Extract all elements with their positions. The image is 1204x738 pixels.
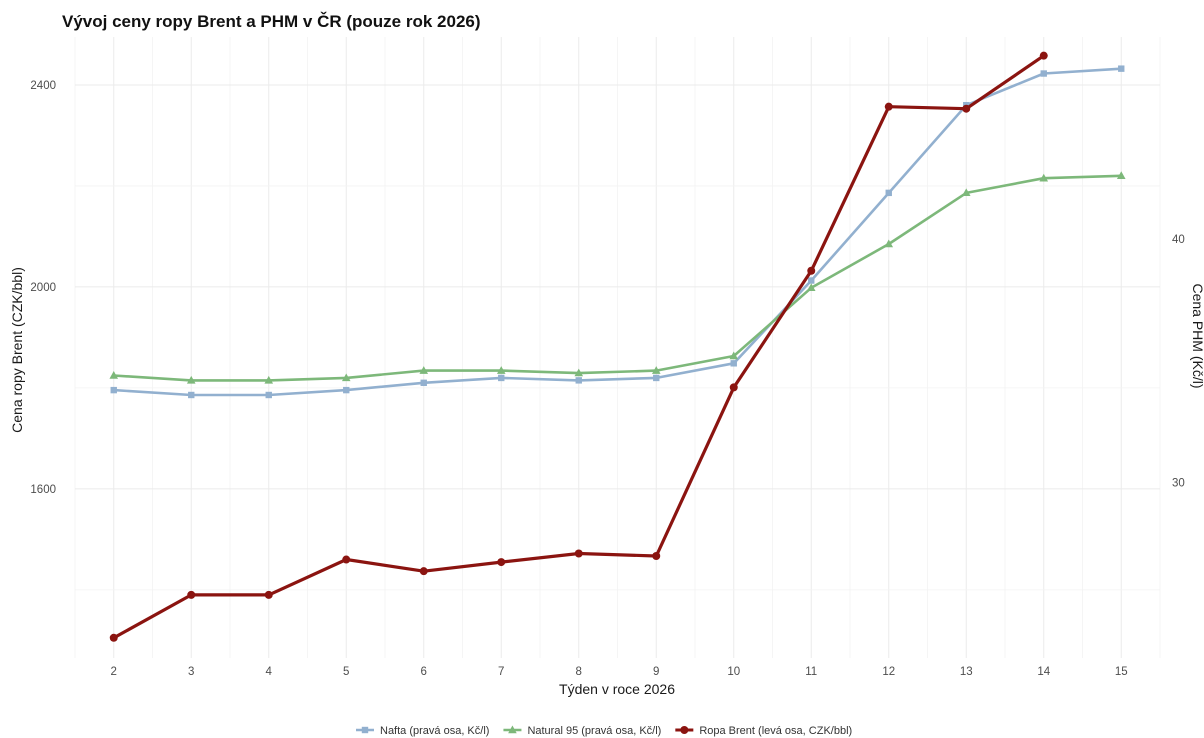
x-tick-label: 13: [960, 666, 973, 678]
x-tick-label: 7: [498, 666, 504, 678]
legend-label: Natural 95 (pravá osa, Kč/l): [527, 725, 661, 737]
data-point-square: [808, 277, 815, 284]
x-tick-label: 2: [111, 666, 117, 678]
data-point-square: [653, 374, 660, 382]
data-point-circle: [884, 102, 893, 111]
x-tick-label: 8: [576, 666, 582, 678]
data-point-square: [498, 374, 505, 382]
y-axis-label-right: Cena PHM (Kč/l): [1190, 283, 1204, 388]
y-tick-label-left: 2400: [30, 80, 56, 92]
data-point-square: [1118, 65, 1125, 72]
x-tick-label: 11: [805, 666, 817, 678]
legend-label: Ropa Brent (levá osa, CZK/bbl): [699, 725, 852, 737]
data-point-triangle: [341, 373, 351, 382]
data-point-triangle: [186, 375, 196, 384]
series-triangle: [109, 171, 1126, 384]
x-tick-label: 5: [343, 666, 349, 678]
data-point-triangle: [729, 351, 739, 360]
tick-labels: 2 3 4 5 6 7 8 9 10 11 12 13 14 15 1600 2000 2400 30 40: [30, 80, 1184, 678]
x-tick-label: 15: [1115, 666, 1128, 678]
data-point-circle: [109, 633, 118, 642]
data-point-triangle: [806, 283, 816, 292]
data-point-triangle: [264, 375, 274, 384]
data-point-triangle: [1039, 173, 1049, 182]
data-point-square: [188, 391, 195, 399]
legend-item: Natural 95 (pravá osa, Kč/l): [503, 725, 661, 737]
legend-item: Ropa Brent (levá osa, CZK/bbl): [675, 725, 852, 737]
x-tick-label: 10: [727, 666, 740, 678]
data-point-square: [575, 377, 582, 384]
y-tick-label-left: 1600: [30, 484, 56, 496]
series-line-triangle: [112, 174, 1123, 382]
data-point-circle: [652, 552, 661, 561]
data-point-circle: [342, 555, 351, 564]
grid: [74, 37, 1161, 658]
data-point-triangle: [651, 366, 661, 374]
legend-swatch-marker: [680, 726, 689, 734]
series-layer: [109, 51, 1126, 642]
data-point-square: [265, 391, 272, 399]
y-tick-label-right: 40: [1172, 234, 1185, 246]
series-square: [110, 65, 1125, 399]
data-point-circle: [419, 567, 428, 576]
series-line-square: [112, 67, 1123, 397]
y-tick-label-right: 30: [1172, 478, 1185, 490]
series-circle: [109, 51, 1048, 642]
legend-item: Nafta (pravá osa, Kč/l): [356, 725, 489, 737]
data-point-square: [885, 189, 892, 197]
data-point-triangle: [419, 366, 429, 374]
x-tick-label: 4: [266, 666, 273, 678]
data-point-square: [110, 386, 117, 394]
legend-label: Nafta (pravá osa, Kč/l): [380, 725, 489, 737]
legend-swatch-marker: [361, 726, 369, 734]
chart-title: Vývoj ceny ropy Brent a PHM v ČR (pouze …: [62, 12, 481, 31]
legend: Nafta (pravá osa, Kč/l) Natural 95 (pravá…: [356, 725, 852, 737]
x-tick-label: 14: [1037, 666, 1050, 678]
data-point-circle: [729, 383, 738, 392]
legend-swatch-marker: [508, 725, 517, 734]
data-point-circle: [264, 590, 273, 599]
x-tick-label: 3: [188, 666, 194, 678]
data-point-triangle: [961, 188, 971, 197]
x-tick-label: 9: [653, 666, 659, 678]
x-tick-label: 6: [421, 666, 427, 678]
data-point-circle: [962, 104, 971, 113]
data-point-circle: [187, 590, 196, 599]
data-point-circle: [807, 266, 816, 275]
data-point-square: [343, 386, 350, 394]
x-axis-label: Týden v roce 2026: [559, 681, 675, 697]
y-tick-label-left: 2000: [30, 282, 56, 294]
data-point-triangle: [496, 366, 506, 374]
data-point-triangle: [884, 239, 894, 248]
data-point-circle: [497, 558, 506, 567]
data-point-triangle: [109, 371, 119, 379]
data-point-square: [420, 379, 427, 387]
data-point-square: [1040, 70, 1047, 77]
x-tick-label: 12: [882, 666, 895, 678]
data-point-circle: [574, 549, 583, 558]
data-point-triangle: [574, 368, 584, 377]
data-point-square: [730, 360, 737, 367]
data-point-triangle: [1116, 171, 1126, 180]
data-point-circle: [1039, 51, 1048, 60]
y-axis-label-left: Cena ropy Brent (CZK/bbl): [9, 267, 25, 433]
